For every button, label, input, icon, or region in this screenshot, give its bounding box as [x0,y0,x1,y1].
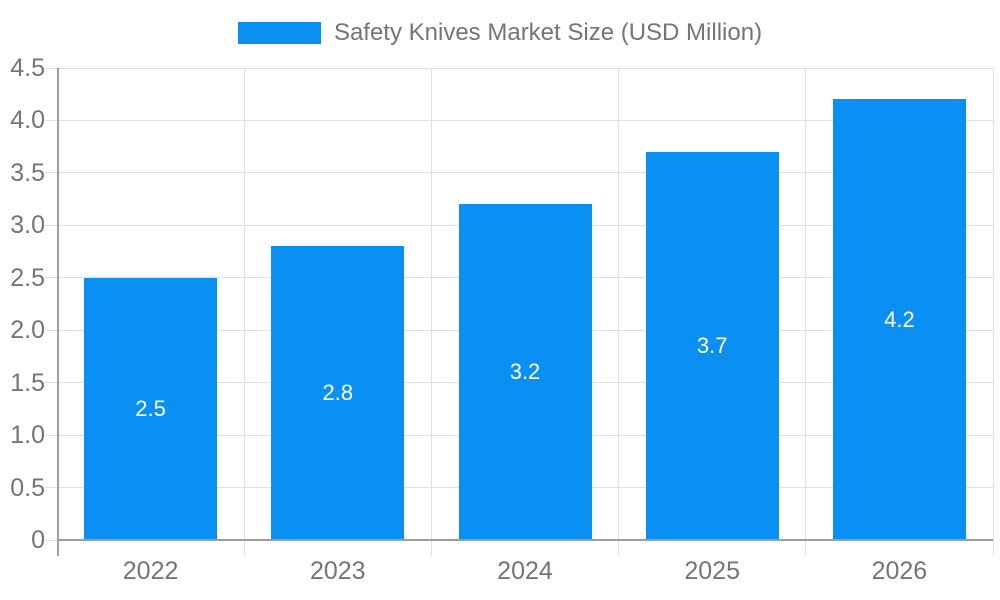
bar-2026: 4.2 [832,99,966,540]
y-axis-label-2.0: 2.0 [10,316,45,345]
y-tick-3.0 [45,224,57,226]
y-tick-4.5 [45,67,57,69]
category-boundary-line [992,68,994,556]
bar-2023: 2.8 [271,246,405,540]
y-axis-label-1.5: 1.5 [10,368,45,397]
y-axis-label-3.5: 3.5 [10,158,45,187]
x-axis-label-2023: 2023 [309,557,366,585]
bar-2022: 2.5 [84,277,218,540]
y-tick-2.0 [45,329,57,331]
y-axis-label-4.0: 4.0 [10,106,45,135]
x-axis-label-2026: 2026 [871,557,928,585]
category-boundary-line [430,68,432,556]
y-tick-0 [45,539,57,541]
bar-value-label: 3.2 [509,359,541,385]
y-axis-label-4.5: 4.5 [10,54,45,82]
y-tick-0.5 [45,487,57,489]
bar-value-label: 2.8 [322,380,354,406]
bar-value-label: 2.5 [135,395,166,421]
y-axis-line [57,68,59,556]
y-tick-3.5 [45,172,57,174]
y-axis-label-3.0: 3.0 [10,211,45,240]
y-axis-label-0: 0 [31,526,45,554]
x-axis-label-2025: 2025 [684,557,740,585]
x-axis-label-2022: 2022 [122,557,179,585]
gridline-4.0 [57,119,993,121]
gridline-3.5 [57,172,993,174]
chart-title: Safety Knives Market Size (USD Million) [333,19,763,46]
category-boundary-line [618,68,620,556]
gridline-4.5 [57,67,993,69]
category-boundary-line [243,68,245,556]
y-tick-2.5 [45,277,57,279]
bar-2024: 3.2 [458,204,592,540]
x-axis-line [57,539,993,541]
bar-2025: 3.7 [645,151,779,540]
x-axis-label-2024: 2024 [497,557,553,585]
bar-value-label: 3.7 [696,332,728,358]
legend-swatch [237,22,321,44]
y-tick-4.0 [45,119,57,121]
y-axis-label-1.0: 1.0 [10,421,45,450]
plot-area: 2.5 2.8 3.2 3.7 4.2 [45,67,994,556]
chart-legend: Safety Knives Market Size (USD Million) [0,19,1000,47]
y-axis-label-0.5: 0.5 [10,473,45,502]
y-tick-1.0 [45,434,57,436]
bar-value-label: 4.2 [884,306,915,332]
y-axis-label-2.5: 2.5 [10,263,45,292]
y-tick-1.5 [45,382,57,384]
category-boundary-line [805,68,807,556]
